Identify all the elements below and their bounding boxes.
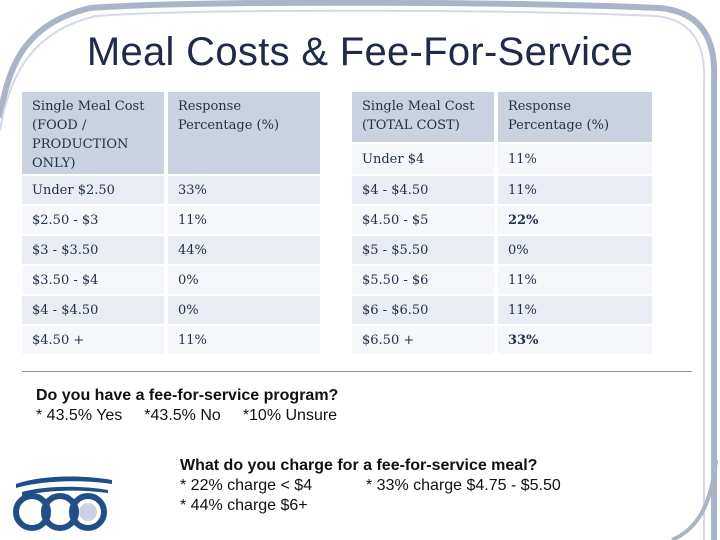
cost-cell: $3.50 - $4 [22, 266, 168, 296]
cost-cell: $4.50 + [22, 326, 168, 356]
fee-charge-question: What do you charge for a fee-for-service… [180, 457, 538, 474]
divider [22, 371, 692, 372]
table-row: $4.50 + 11% [22, 326, 320, 356]
cost-cell: $5 - $5.50 [352, 236, 498, 266]
header-percentage: Response Percentage (%) [168, 92, 320, 176]
percentage-cell: 11% [168, 206, 320, 236]
cost-cell: $4 - $4.50 [22, 296, 168, 326]
fee-program-block: Do you have a fee-for-service program? *… [36, 386, 359, 426]
percentage-cell: 11% [498, 144, 652, 176]
cost-cell: Under $4 [352, 144, 498, 176]
percentage-cell: 11% [168, 326, 320, 356]
table-row: $2.50 - $3 11% [22, 206, 320, 236]
header-cost: Single Meal Cost (TOTAL COST) [352, 92, 498, 144]
charge-475-550: * 33% charge $4.75 - $5.50 [366, 477, 561, 494]
percentage-cell: 11% [498, 176, 652, 206]
table-row: $6.50 + 33% [352, 326, 652, 356]
fee-charge-block: What do you charge for a fee-for-service… [180, 456, 561, 516]
fee-charge-answers: * 22% charge < $4 * 33% charge $4.75 - $5… [180, 476, 561, 496]
cost-cell: $5.50 - $6 [352, 266, 498, 296]
table-header-row: Single Meal Cost (FOOD / PRODUCTION ONLY… [22, 92, 320, 176]
answer-unsure: *10% Unsure [242, 407, 338, 424]
answer-yes: * 43.5% Yes [36, 407, 123, 424]
fee-program-answers: * 43.5% Yes *43.5% No *10% Unsure [36, 406, 359, 426]
table-row: $6 - $6.50 11% [352, 296, 652, 326]
table-row: $5 - $5.50 0% [352, 236, 652, 266]
charge-6-plus: * 44% charge $6+ [180, 497, 308, 514]
table-row: Under $4 11% [352, 144, 652, 176]
table-row: $4 - $4.50 11% [352, 176, 652, 206]
percentage-cell: 0% [168, 296, 320, 326]
answer-no: *43.5% No [144, 407, 221, 424]
cost-cell: $4.50 - $5 [352, 206, 498, 236]
cost-cell: $3 - $3.50 [22, 236, 168, 266]
table-header-row: Single Meal Cost (TOTAL COST) Response P… [352, 92, 652, 144]
table-row: $3.50 - $4 0% [22, 266, 320, 296]
charge-under-4: * 22% charge < $4 [180, 477, 313, 494]
fee-program-question: Do you have a fee-for-service program? [36, 387, 339, 404]
percentage-cell: 0% [498, 236, 652, 266]
cost-cell: Under $2.50 [22, 176, 168, 206]
food-cost-table: Single Meal Cost (FOOD / PRODUCTION ONLY… [22, 92, 320, 356]
percentage-cell: 33% [168, 176, 320, 206]
table-row: $4.50 - $5 22% [352, 206, 652, 236]
organization-logo-icon [13, 476, 112, 531]
percentage-cell: 33% [498, 326, 652, 356]
percentage-cell: 11% [498, 266, 652, 296]
cost-cell: $2.50 - $3 [22, 206, 168, 236]
percentage-cell: 11% [498, 296, 652, 326]
table-row: $4 - $4.50 0% [22, 296, 320, 326]
table-row: $3 - $3.50 44% [22, 236, 320, 266]
table-row: $5.50 - $6 11% [352, 266, 652, 296]
header-cost: Single Meal Cost (FOOD / PRODUCTION ONLY… [22, 92, 168, 176]
cost-cell: $4 - $4.50 [352, 176, 498, 206]
cost-cell: $6.50 + [352, 326, 498, 356]
cost-cell: $6 - $6.50 [352, 296, 498, 326]
header-percentage: Response Percentage (%) [498, 92, 652, 144]
slide-title: Meal Costs & Fee-For-Service [86, 30, 634, 74]
percentage-cell: 22% [498, 206, 652, 236]
percentage-cell: 44% [168, 236, 320, 266]
percentage-cell: 0% [168, 266, 320, 296]
total-cost-table: Single Meal Cost (TOTAL COST) Response P… [352, 92, 652, 356]
table-row: Under $2.50 33% [22, 176, 320, 206]
